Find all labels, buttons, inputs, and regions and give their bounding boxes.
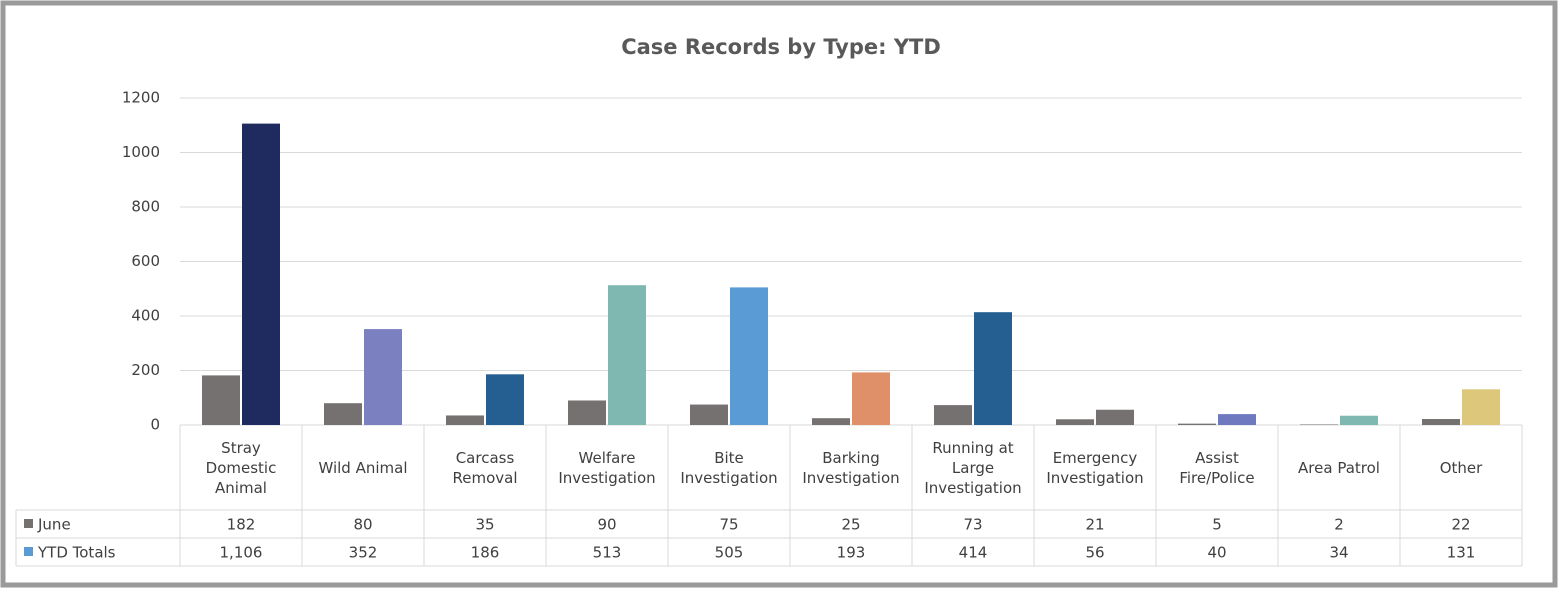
table-value: 56 (1085, 544, 1104, 562)
y-tick-label: 200 (131, 361, 160, 379)
x-tick-label: Wild Animal (318, 458, 408, 477)
table-value: 131 (1447, 544, 1476, 562)
category-cell: Carcass Removal (452, 448, 518, 487)
category-cell: Stray Domestic Animal (205, 438, 277, 497)
category-cell: Running at Large Investigation (924, 438, 1022, 497)
x-tick-label: Assist Fire/Police (1179, 448, 1255, 487)
table-value: 505 (715, 544, 744, 562)
y-tick-label: 1000 (122, 143, 160, 161)
table-value: 22 (1451, 516, 1470, 534)
category-cell: Assist Fire/Police (1179, 448, 1255, 487)
table-value: 25 (841, 516, 860, 534)
bar (1340, 415, 1378, 425)
bar (1218, 414, 1256, 425)
table-value: 40 (1207, 544, 1226, 562)
y-tick-label: 400 (131, 307, 160, 325)
table-value: 193 (837, 544, 866, 562)
bar (852, 372, 890, 425)
y-tick-label: 600 (131, 252, 160, 270)
bar (934, 405, 972, 425)
table-value: 80 (353, 516, 372, 534)
table-value: 513 (593, 544, 622, 562)
bar (1462, 389, 1500, 425)
category-cell: Area Patrol (1298, 458, 1380, 477)
legend-swatch (24, 519, 33, 528)
category-cell: Other (1439, 458, 1483, 477)
bar (568, 400, 606, 425)
legend-label: YTD Totals (37, 544, 116, 562)
table-value: 186 (471, 544, 500, 562)
table-value: 34 (1329, 544, 1348, 562)
x-tick-label: Stray Domestic Animal (205, 438, 277, 497)
x-tick-label: Bite Investigation (680, 448, 778, 487)
bar (202, 375, 240, 425)
category-cell: Bite Investigation (680, 448, 778, 487)
bar (324, 403, 362, 425)
y-tick-label: 800 (131, 198, 160, 216)
table-value: 1,106 (220, 544, 263, 562)
legend-swatch (24, 547, 33, 556)
x-tick-label: Running at Large Investigation (924, 438, 1022, 497)
bar (1422, 419, 1460, 425)
table-value: 2 (1334, 516, 1344, 534)
x-tick-label: Welfare Investigation (558, 448, 656, 487)
table-value: 21 (1085, 516, 1104, 534)
bar (730, 287, 768, 425)
table-value: 414 (959, 544, 988, 562)
table-value: 73 (963, 516, 982, 534)
chart-title: Case Records by Type: YTD (621, 35, 941, 59)
bar (608, 285, 646, 425)
category-cell: Barking Investigation (802, 448, 900, 487)
bar (1178, 423, 1216, 425)
bar (1300, 424, 1338, 425)
bar (812, 418, 850, 425)
x-tick-label: Emergency Investigation (1046, 448, 1144, 487)
bar (364, 329, 402, 425)
bar (974, 312, 1012, 425)
category-cell: Emergency Investigation (1046, 448, 1144, 487)
bar (242, 123, 280, 426)
category-cell: Wild Animal (318, 458, 408, 477)
table-value: 75 (719, 516, 738, 534)
legend-label: June (37, 516, 71, 534)
table-value: 90 (597, 516, 616, 534)
bar (486, 374, 524, 425)
bar (1096, 409, 1134, 425)
table-value: 5 (1212, 516, 1222, 534)
table-value: 35 (475, 516, 494, 534)
bar (446, 415, 484, 425)
y-tick-label: 0 (150, 416, 160, 434)
y-tick-label: 1200 (122, 89, 160, 107)
bar (690, 404, 728, 425)
x-tick-label: Barking Investigation (802, 448, 900, 487)
table-value: 182 (227, 516, 256, 534)
table-value: 352 (349, 544, 378, 562)
x-tick-label: Carcass Removal (452, 448, 518, 487)
x-tick-label: Area Patrol (1298, 458, 1380, 477)
x-tick-label: Other (1439, 458, 1483, 477)
bar (1056, 419, 1094, 425)
category-cell: Welfare Investigation (558, 448, 656, 487)
